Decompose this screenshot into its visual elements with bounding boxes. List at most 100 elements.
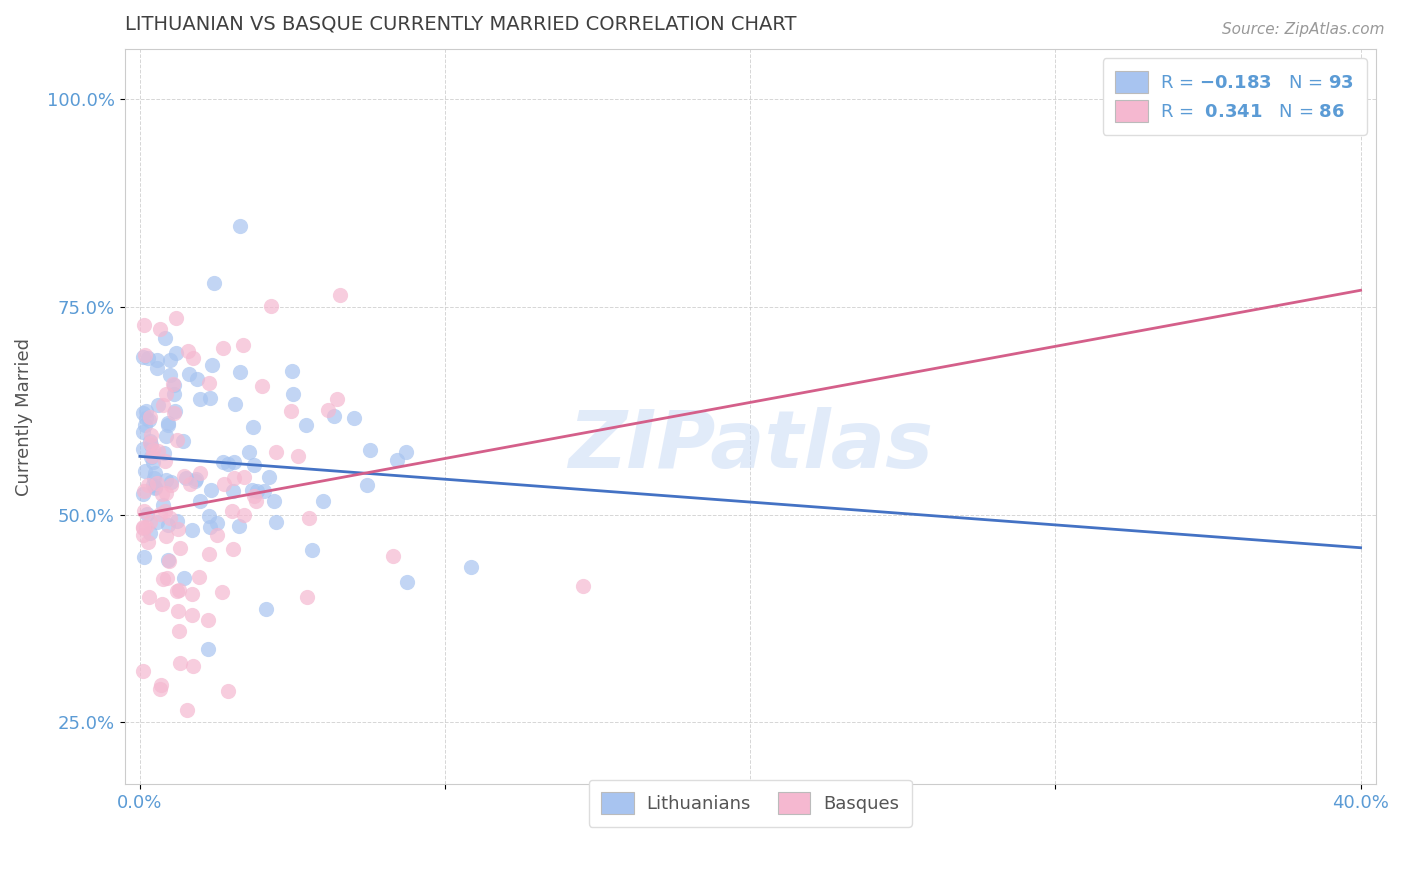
Point (246, 484, 269, 499)
Point (159, 477, 181, 491)
Point (211, 585, 233, 599)
Point (184, 474, 207, 488)
Point (162, 386, 184, 401)
Point (198, 391, 221, 405)
Point (143, 471, 166, 485)
Point (295, 590, 318, 604)
Point (166, 311, 188, 326)
Point (188, 570, 211, 584)
Point (162, 376, 184, 391)
Point (198, 547, 221, 561)
Point (382, 549, 405, 563)
Point (188, 494, 211, 508)
Point (173, 571, 195, 585)
Point (312, 493, 335, 508)
Point (163, 378, 186, 392)
Point (156, 571, 179, 585)
Point (132, 484, 155, 499)
Point (155, 429, 177, 443)
Point (169, 541, 191, 556)
Point (146, 398, 169, 412)
Point (329, 287, 352, 301)
Point (242, 420, 264, 434)
Point (176, 704, 198, 718)
Point (139, 410, 162, 425)
Point (283, 387, 305, 401)
Point (198, 509, 221, 524)
Point (132, 351, 155, 365)
Point (242, 489, 264, 503)
Point (153, 454, 176, 468)
Point (152, 398, 174, 412)
Point (155, 529, 177, 543)
Point (152, 572, 174, 586)
Point (280, 364, 302, 378)
Point (198, 519, 221, 533)
Point (212, 477, 235, 491)
Point (153, 504, 176, 518)
Point (198, 376, 221, 390)
Y-axis label: Currently Married: Currently Married (15, 338, 32, 496)
Point (186, 372, 208, 386)
Point (148, 443, 170, 458)
Point (143, 466, 166, 480)
Point (202, 276, 225, 290)
Point (138, 591, 160, 605)
Point (184, 472, 207, 486)
Point (156, 416, 179, 430)
Point (153, 446, 176, 460)
Point (181, 524, 204, 538)
Point (385, 453, 408, 467)
Point (207, 516, 229, 531)
Point (155, 473, 177, 487)
Point (163, 406, 186, 420)
Point (165, 346, 187, 360)
Point (156, 518, 179, 533)
Point (188, 392, 211, 407)
Point (232, 508, 254, 522)
Point (301, 543, 323, 558)
Point (217, 684, 239, 698)
Point (233, 470, 256, 484)
Point (263, 494, 285, 508)
Point (150, 678, 173, 692)
Point (211, 455, 233, 469)
Point (228, 519, 250, 533)
Point (134, 318, 156, 333)
Point (150, 597, 173, 611)
Point (157, 417, 180, 432)
Point (242, 483, 264, 497)
Point (217, 457, 239, 471)
Point (136, 535, 159, 549)
Point (212, 341, 235, 355)
Point (169, 656, 191, 670)
Point (571, 579, 593, 593)
Point (181, 608, 204, 623)
Point (181, 587, 204, 601)
Point (145, 353, 167, 368)
Point (242, 458, 264, 473)
Point (197, 642, 219, 657)
Point (132, 520, 155, 534)
Point (141, 450, 163, 464)
Point (135, 520, 157, 534)
Point (167, 604, 190, 618)
Point (222, 483, 245, 498)
Point (167, 624, 190, 638)
Point (138, 413, 160, 427)
Point (134, 417, 156, 432)
Point (222, 455, 245, 469)
Point (177, 367, 200, 381)
Point (159, 510, 181, 524)
Point (132, 528, 155, 542)
Point (460, 560, 482, 574)
Point (260, 299, 283, 313)
Text: Source: ZipAtlas.com: Source: ZipAtlas.com (1222, 22, 1385, 37)
Text: ZIPatlas: ZIPatlas (568, 408, 932, 485)
Point (145, 480, 167, 494)
Point (188, 466, 211, 480)
Point (166, 514, 188, 528)
Point (231, 338, 253, 352)
Point (201, 358, 224, 372)
Point (159, 368, 181, 382)
